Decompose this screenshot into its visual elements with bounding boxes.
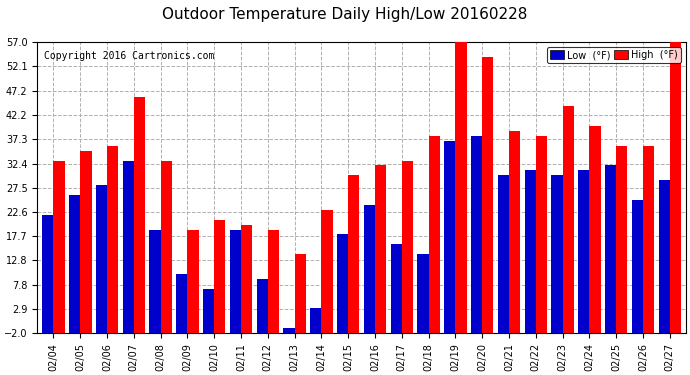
Bar: [53, 160, 65, 333]
Bar: [605, 165, 616, 333]
Bar: [444, 141, 455, 333]
Bar: [524, 170, 535, 333]
Bar: [497, 176, 509, 333]
Bar: [322, 210, 333, 333]
Bar: [310, 308, 322, 333]
Bar: [176, 274, 188, 333]
Bar: [364, 205, 375, 333]
Bar: [417, 254, 428, 333]
Bar: [150, 230, 161, 333]
Bar: [268, 230, 279, 333]
Bar: [643, 146, 654, 333]
Bar: [80, 151, 92, 333]
Bar: [455, 42, 466, 333]
Bar: [658, 180, 670, 333]
Bar: [402, 160, 413, 333]
Bar: [616, 146, 627, 333]
Bar: [562, 106, 574, 333]
Bar: [123, 160, 134, 333]
Bar: [375, 165, 386, 333]
Bar: [230, 230, 241, 333]
Bar: [589, 126, 600, 333]
Bar: [188, 230, 199, 333]
Text: Outdoor Temperature Daily High/Low 20160228: Outdoor Temperature Daily High/Low 20160…: [162, 8, 528, 22]
Bar: [391, 244, 402, 333]
Bar: [284, 328, 295, 333]
Bar: [295, 254, 306, 333]
Bar: [96, 185, 107, 333]
Bar: [337, 234, 348, 333]
Bar: [134, 96, 145, 333]
Bar: [578, 170, 589, 333]
Bar: [257, 279, 268, 333]
Bar: [214, 220, 226, 333]
Bar: [203, 289, 214, 333]
Bar: [632, 200, 643, 333]
Bar: [241, 225, 253, 333]
Bar: [161, 160, 172, 333]
Bar: [535, 136, 547, 333]
Bar: [69, 195, 80, 333]
Bar: [348, 176, 359, 333]
Bar: [551, 176, 562, 333]
Bar: [428, 136, 440, 333]
Bar: [471, 136, 482, 333]
Bar: [107, 146, 118, 333]
Legend: Low  (°F), High  (°F): Low (°F), High (°F): [547, 47, 681, 63]
Bar: [42, 215, 53, 333]
Bar: [509, 131, 520, 333]
Bar: [482, 57, 493, 333]
Bar: [670, 42, 681, 333]
Text: Copyright 2016 Cartronics.com: Copyright 2016 Cartronics.com: [44, 51, 215, 61]
